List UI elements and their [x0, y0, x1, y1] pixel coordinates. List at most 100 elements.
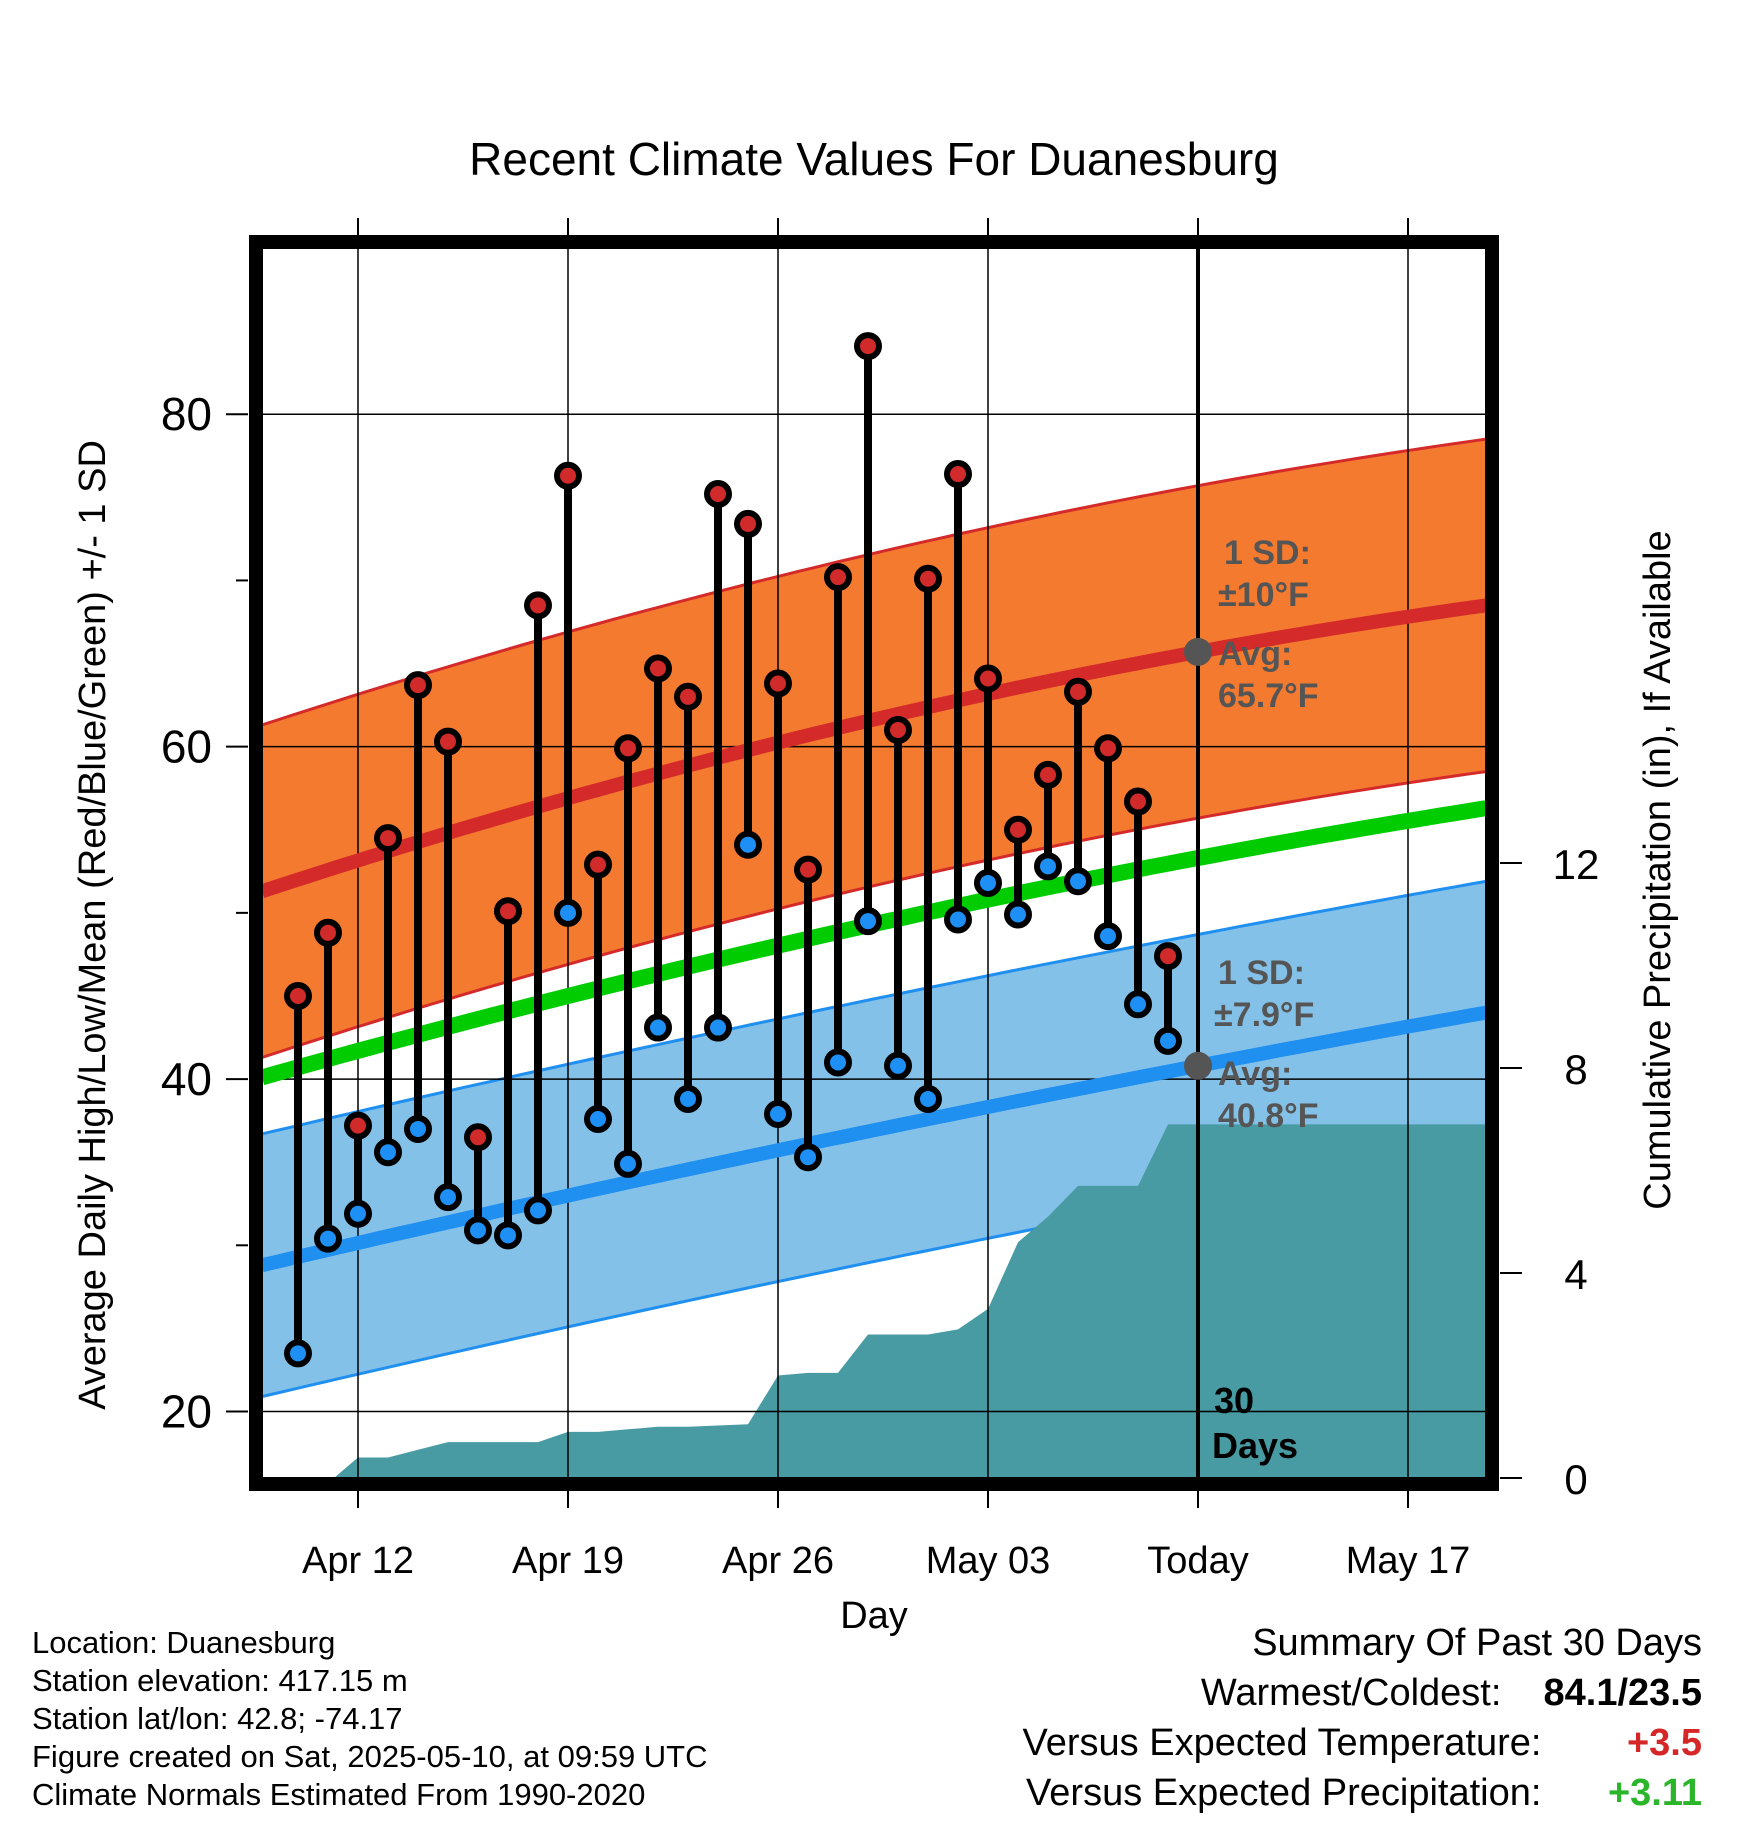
- summary-warm-cold-value: 84.1/23.5: [1543, 1672, 1702, 1714]
- low-point-20: [884, 1051, 912, 1080]
- station-elevation: Station elevation: 417.15 m: [32, 1663, 408, 1698]
- low-point-10: [584, 1104, 612, 1133]
- high-point-6: [464, 1123, 492, 1152]
- chart-title: Recent Climate Values For Duanesburg: [469, 133, 1279, 185]
- low-point-6: [464, 1216, 492, 1245]
- low-point-25: [1034, 852, 1062, 881]
- low-sd-label: 1 SD:: [1218, 954, 1305, 992]
- low-point-23: [974, 868, 1002, 897]
- summary-warm-cold-label: Warmest/Coldest:: [1200, 1672, 1502, 1714]
- low-point-11: [614, 1149, 642, 1178]
- high-point-11: [614, 734, 642, 763]
- low-point-8: [524, 1196, 552, 1225]
- climate-normals-note: Climate Normals Estimated From 1990-2020: [32, 1777, 646, 1812]
- low-point-22: [944, 905, 972, 934]
- high-band-lower-edge: [262, 770, 1486, 1059]
- low-point-9: [554, 898, 582, 927]
- station-location: Location: Duanesburg: [32, 1625, 336, 1660]
- high-point-28: [1124, 787, 1152, 816]
- low-point-21: [914, 1085, 942, 1114]
- low-point-28: [1124, 990, 1152, 1019]
- x-tick-label-4: Today: [1147, 1540, 1248, 1582]
- x-tick-label-5: May 17: [1346, 1540, 1471, 1582]
- low-point-14: [704, 1013, 732, 1042]
- low-point-1: [314, 1224, 342, 1253]
- high-point-18: [824, 563, 852, 592]
- low-point-0: [284, 1339, 312, 1368]
- high-point-7: [494, 897, 522, 926]
- low-point-15: [734, 830, 762, 859]
- summary-precip-label: Versus Expected Precipitation:: [1026, 1772, 1542, 1814]
- today-days-label-word: Days: [1212, 1425, 1298, 1466]
- station-info: Location: Duanesburg Station elevation: …: [32, 1624, 708, 1814]
- low-point-27: [1094, 922, 1122, 951]
- high-point-29: [1154, 942, 1182, 971]
- high-point-16: [764, 669, 792, 698]
- low-avg-label: Avg:: [1218, 1055, 1292, 1093]
- high-point-22: [944, 460, 972, 489]
- y-left-tick-label-3: 80: [161, 388, 212, 440]
- summary-panel: Summary Of Past 30 Days Warmest/Coldest:…: [1023, 1618, 1702, 1818]
- precip-area: [262, 1124, 1486, 1478]
- y-left-tick-label-1: 40: [161, 1053, 212, 1105]
- low-point-7: [494, 1221, 522, 1250]
- high-point-14: [704, 480, 732, 508]
- low-point-13: [674, 1085, 702, 1114]
- summary-warm-cold-row: Warmest/Coldest: 84.1/23.5: [1023, 1668, 1702, 1718]
- high-point-15: [734, 509, 762, 538]
- high-point-5: [434, 727, 462, 756]
- low-point-5: [434, 1183, 462, 1212]
- high-point-9: [554, 461, 582, 490]
- summary-temp-row: Versus Expected Temperature: +3.5: [1023, 1718, 1702, 1768]
- high-point-4: [404, 671, 432, 700]
- high-point-1: [314, 918, 342, 947]
- x-tick-label-0: Apr 12: [302, 1540, 414, 1582]
- normal-low-line: [262, 1005, 1486, 1273]
- y-left-tick-label-0: 20: [161, 1386, 212, 1438]
- today-low-avg-marker: [1184, 1051, 1212, 1080]
- high-sd-label: 1 SD:: [1224, 534, 1311, 572]
- normal-high-line: [262, 598, 1486, 898]
- plot-frame: [249, 235, 1499, 1491]
- low-point-4: [404, 1114, 432, 1143]
- low-point-19: [854, 907, 882, 936]
- low-point-18: [824, 1048, 852, 1077]
- high-point-24: [1004, 815, 1032, 844]
- high-sd-value: ±10°F: [1218, 576, 1309, 614]
- figure-created: Figure created on Sat, 2025-05-10, at 09…: [32, 1739, 708, 1774]
- low-point-24: [1004, 900, 1032, 929]
- x-tick-label-1: Apr 19: [512, 1540, 624, 1582]
- y-axis-left-label: Average Daily High/Low/Mean (Red/Blue/Gr…: [72, 440, 114, 1410]
- summary-temp-label: Versus Expected Temperature:: [1022, 1722, 1542, 1764]
- low-sd-value: ±7.9°F: [1214, 996, 1314, 1034]
- summary-precip-value: +3.11: [1607, 1772, 1702, 1814]
- today-days-label-number: 30: [1214, 1380, 1254, 1421]
- high-band-upper-edge: [262, 437, 1486, 727]
- high-avg-label: Avg:: [1218, 635, 1292, 673]
- high-point-0: [284, 981, 312, 1010]
- low-point-17: [794, 1143, 822, 1172]
- plot-inner: [262, 248, 1486, 1478]
- x-tick-label-3: May 03: [926, 1540, 1051, 1582]
- low-avg-value: 40.8°F: [1218, 1097, 1319, 1135]
- high-avg-value: 65.7°F: [1218, 677, 1319, 715]
- high-point-19: [854, 332, 882, 361]
- y-axis-right-label: Cumulative Precipitation (in), If Availa…: [1637, 530, 1679, 1209]
- low-point-26: [1064, 867, 1092, 896]
- y-right-tick-label-3: 12: [1553, 841, 1600, 888]
- high-point-8: [524, 591, 552, 620]
- station-latlon: Station lat/lon: 42.8; -74.17: [32, 1701, 403, 1736]
- high-point-10: [584, 850, 612, 879]
- high-point-3: [374, 824, 402, 853]
- low-point-3: [374, 1138, 402, 1167]
- summary-temp-value: +3.5: [1626, 1722, 1702, 1764]
- high-point-2: [344, 1111, 372, 1140]
- low-point-16: [764, 1099, 792, 1128]
- high-point-12: [644, 654, 672, 683]
- y-left-tick-label-2: 60: [161, 721, 212, 773]
- y-right-tick-label-0: 0: [1564, 1456, 1587, 1503]
- today-high-avg-marker: [1184, 637, 1212, 666]
- x-tick-label-2: Apr 26: [722, 1540, 834, 1582]
- low-band-upper-edge: [262, 879, 1486, 1136]
